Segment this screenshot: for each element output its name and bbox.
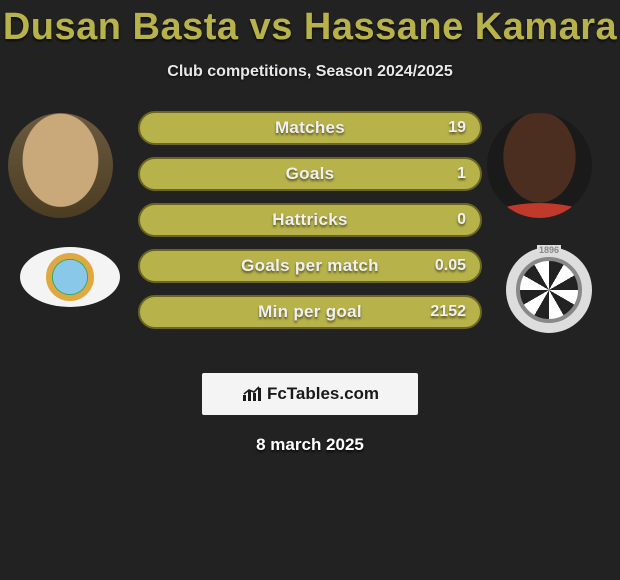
stat-row-goals-per-match: Goals per match 0.05 <box>138 249 482 283</box>
comparison-title: Dusan Basta vs Hassane Kamara <box>0 0 620 49</box>
player-avatar-right <box>487 113 592 218</box>
stat-label: Min per goal <box>258 302 362 322</box>
player-avatar-left <box>8 113 113 218</box>
stat-value-right: 1 <box>457 165 466 183</box>
stat-row-goals: Goals 1 <box>138 157 482 191</box>
stat-label: Hattricks <box>272 210 347 230</box>
comparison-subtitle: Club competitions, Season 2024/2025 <box>0 63 620 81</box>
stat-label: Goals per match <box>241 256 379 276</box>
stat-value-right: 0 <box>457 211 466 229</box>
stat-value-right: 2152 <box>430 303 466 321</box>
stat-row-hattricks: Hattricks 0 <box>138 203 482 237</box>
stat-bars: Matches 19 Goals 1 Hattricks 0 Goals per… <box>138 111 482 341</box>
brand-label: FcTables.com <box>267 384 379 404</box>
club-badge-right: 1896 <box>506 247 592 333</box>
stat-row-matches: Matches 19 <box>138 111 482 145</box>
stat-label: Goals <box>286 164 335 184</box>
club-badge-year: 1896 <box>537 245 561 255</box>
club-badge-left <box>20 247 120 307</box>
comparison-body: 1896 Matches 19 Goals 1 Hattricks 0 Goal… <box>0 107 620 367</box>
stat-label: Matches <box>275 118 345 138</box>
stat-value-right: 19 <box>448 119 466 137</box>
stat-value-right: 0.05 <box>435 257 466 275</box>
bar-chart-icon <box>241 385 263 403</box>
stat-row-min-per-goal: Min per goal 2152 <box>138 295 482 329</box>
comparison-date: 8 march 2025 <box>0 435 620 455</box>
brand-box[interactable]: FcTables.com <box>202 373 418 415</box>
